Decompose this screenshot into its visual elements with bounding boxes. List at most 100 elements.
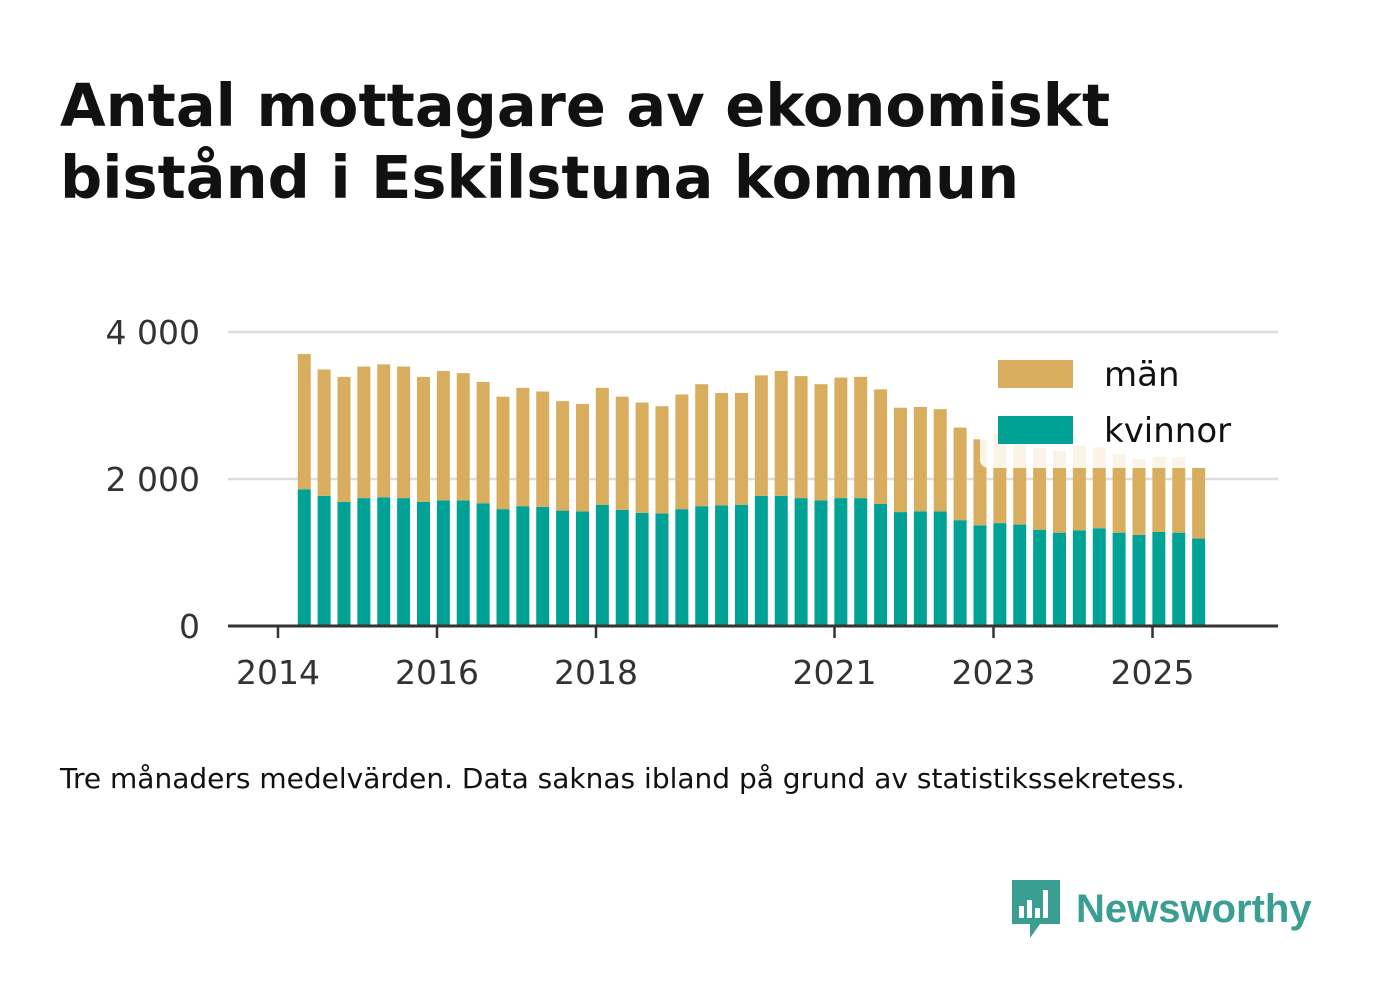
bar-kvinnor	[655, 513, 669, 626]
bar-kvinnor	[595, 504, 609, 626]
bar-kvinnor	[456, 500, 470, 626]
bar-kvinnor	[1192, 538, 1206, 626]
bar-man	[1152, 456, 1166, 532]
bar-man	[575, 404, 589, 512]
bar-man	[1192, 467, 1206, 539]
bar-kvinnor	[973, 525, 987, 626]
bar-kvinnor	[397, 498, 411, 626]
bar-man	[814, 384, 828, 501]
bar-man	[953, 427, 967, 521]
bar-man	[1052, 451, 1066, 533]
bar-kvinnor	[834, 498, 848, 626]
x-tick-label: 2023	[952, 653, 1036, 692]
bar-man	[635, 402, 649, 513]
bar-kvinnor	[297, 489, 311, 626]
bar-man	[476, 381, 490, 504]
bar-kvinnor	[794, 498, 808, 626]
bar-kvinnor	[933, 511, 947, 626]
bar-kvinnor	[516, 506, 530, 626]
bar-kvinnor	[635, 512, 649, 626]
bar-kvinnor	[774, 495, 788, 626]
bar-kvinnor	[357, 498, 371, 626]
bar-kvinnor	[1033, 529, 1047, 626]
bar-man	[734, 393, 748, 505]
x-axis: 2014 2016 2018 2021 2023 2025	[228, 624, 1278, 692]
bar-kvinnor	[913, 511, 927, 626]
bar-man	[913, 406, 927, 512]
bars	[297, 354, 1206, 626]
bar-kvinnor	[1132, 534, 1146, 626]
bar-man	[675, 394, 689, 510]
bar-kvinnor	[715, 505, 729, 626]
bar-man	[416, 376, 430, 502]
bar-kvinnor	[1092, 528, 1106, 626]
footnote: Tre månaders medelvärden. Data saknas ib…	[60, 762, 1185, 795]
bar-kvinnor	[1052, 532, 1066, 626]
bar-kvinnor	[953, 520, 967, 626]
bar-kvinnor	[377, 497, 391, 626]
bar-kvinnor	[754, 495, 768, 626]
bar-kvinnor	[615, 509, 629, 626]
bar-kvinnor	[416, 501, 430, 626]
legend: män kvinnor	[980, 350, 1250, 468]
bar-man	[774, 370, 788, 496]
x-tick-label: 2014	[236, 653, 320, 692]
bar-man	[1112, 454, 1126, 533]
bar-kvinnor	[814, 500, 828, 626]
chart-title: Antal mottagare av ekonomiskt bistånd i …	[60, 71, 1111, 212]
bar-kvinnor	[1013, 524, 1027, 626]
x-tick-label: 2021	[793, 653, 877, 692]
bar-kvinnor	[575, 511, 589, 626]
bar-kvinnor	[436, 500, 450, 626]
bar-man	[695, 384, 709, 507]
bar-man	[496, 396, 510, 510]
x-tick-label: 2016	[395, 653, 479, 692]
bar-kvinnor	[734, 504, 748, 626]
y-tick-label: 4 000	[106, 313, 200, 352]
bar-man	[715, 393, 729, 506]
bar-kvinnor	[695, 506, 709, 626]
legend-label: kvinnor	[1104, 411, 1231, 451]
bar-kvinnor	[1172, 532, 1186, 626]
legend-swatch	[998, 360, 1073, 388]
bar-kvinnor	[893, 512, 907, 626]
bar-kvinnor	[496, 509, 510, 626]
bar-man	[377, 364, 391, 498]
legend-label: män	[1104, 355, 1180, 395]
bar-kvinnor	[476, 503, 490, 626]
bar-kvinnor	[874, 503, 888, 626]
bar-man	[516, 387, 530, 507]
bar-kvinnor	[536, 506, 550, 626]
bar-man	[854, 376, 868, 499]
bar-man	[874, 389, 888, 504]
y-tick-label: 2 000	[106, 460, 200, 499]
bar-man	[834, 377, 848, 499]
bar-chart-speech-bubble-icon	[1012, 880, 1060, 938]
bar-man	[536, 391, 550, 507]
bar-man	[794, 376, 808, 499]
bar-kvinnor	[317, 495, 331, 626]
bar-kvinnor	[337, 501, 351, 626]
bar-kvinnor	[556, 510, 570, 626]
bar-man	[655, 406, 669, 514]
bar-man	[317, 369, 331, 496]
bar-man	[297, 354, 311, 490]
brand-name: Newsworthy	[1076, 886, 1312, 931]
bar-kvinnor	[854, 498, 868, 626]
bar-kvinnor	[993, 523, 1007, 626]
y-tick-label: 0	[179, 607, 200, 646]
bar-man	[397, 366, 411, 499]
bar-man	[933, 409, 947, 512]
bar-man	[754, 375, 768, 496]
x-tick-label: 2018	[554, 653, 638, 692]
bar-man	[615, 396, 629, 510]
y-axis-ticks: 0 2 000 4 000	[106, 313, 200, 646]
legend-swatch	[998, 416, 1073, 444]
newsworthy-logo: Newsworthy	[1010, 878, 1312, 940]
bar-kvinnor	[1152, 531, 1166, 626]
x-tick-label: 2025	[1111, 653, 1195, 692]
bar-man	[1132, 459, 1146, 535]
bar-man	[595, 387, 609, 505]
bar-man	[893, 407, 907, 513]
